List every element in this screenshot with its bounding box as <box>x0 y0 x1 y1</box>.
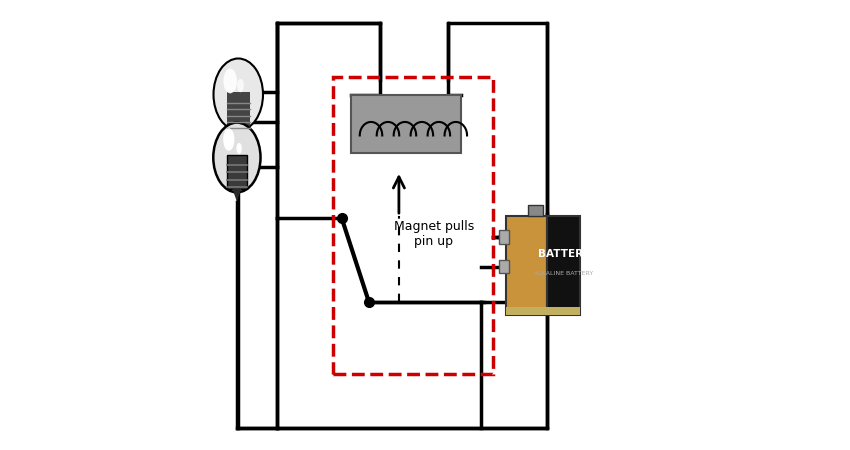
Ellipse shape <box>236 143 242 154</box>
Bar <box>547 216 581 315</box>
Bar <box>499 230 509 244</box>
Bar <box>332 76 492 373</box>
Text: ALKALINE BATTERY: ALKALINE BATTERY <box>535 271 593 276</box>
Ellipse shape <box>224 128 235 151</box>
Bar <box>351 94 461 153</box>
Ellipse shape <box>213 58 263 130</box>
Bar <box>227 155 246 189</box>
Bar <box>499 260 509 274</box>
Text: Magnet pulls
pin up: Magnet pulls pin up <box>394 220 474 248</box>
Bar <box>506 216 547 315</box>
Text: BATTERY: BATTERY <box>538 248 590 259</box>
Ellipse shape <box>237 79 244 92</box>
Polygon shape <box>232 189 241 202</box>
Ellipse shape <box>213 122 260 193</box>
Bar <box>529 205 543 216</box>
Polygon shape <box>233 133 244 146</box>
Ellipse shape <box>224 68 237 94</box>
Bar <box>506 307 581 315</box>
Bar <box>227 92 250 130</box>
